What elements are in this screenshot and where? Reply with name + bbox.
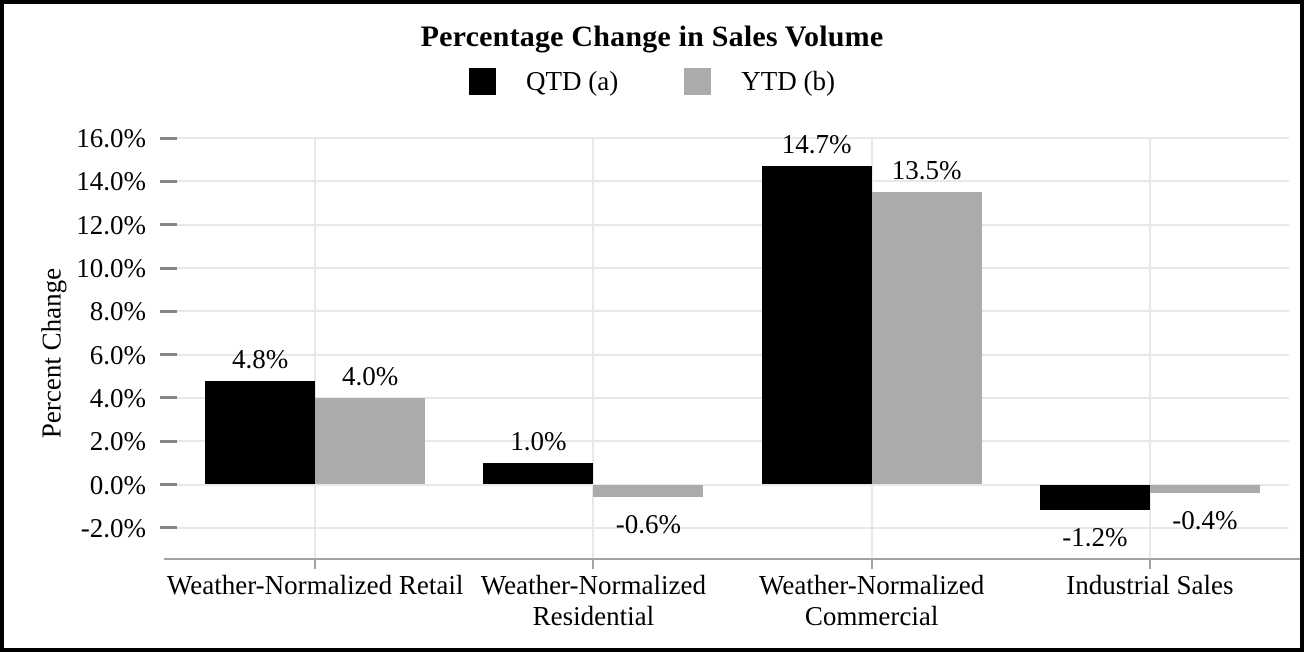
bar-ytd-category-1 — [315, 397, 426, 485]
gridline-horizontal — [176, 353, 1289, 356]
gridline-vertical — [314, 138, 317, 558]
legend-swatch-ytd-icon — [684, 68, 712, 95]
x-axis-tick — [1148, 560, 1151, 569]
y-axis-tick-label: 0.0% — [89, 469, 146, 500]
gridline-horizontal — [176, 180, 1289, 183]
bar-value-label: 4.0% — [342, 360, 399, 391]
bar-qtd-category-2 — [483, 462, 594, 485]
bar-value-label: 13.5% — [891, 155, 962, 186]
y-axis-tick — [160, 223, 177, 227]
gridline-vertical — [1148, 138, 1151, 558]
bar-value-label: 1.0% — [510, 425, 567, 456]
x-axis-tick — [870, 560, 873, 569]
x-category-label: Weather-Normalized Residential — [480, 570, 706, 631]
legend-label-ytd: YTD (b) — [741, 66, 835, 96]
gridline-vertical — [592, 138, 595, 558]
x-axis-tick — [314, 560, 317, 569]
bar-qtd-category-1 — [205, 380, 316, 485]
y-axis-tick-label: 8.0% — [89, 296, 146, 327]
y-axis-tick-label: 12.0% — [76, 209, 146, 240]
bar-value-label: 14.7% — [781, 129, 852, 160]
y-axis-tick — [160, 179, 177, 183]
legend-label-qtd: QTD (a) — [526, 66, 619, 96]
gridline-horizontal — [176, 137, 1289, 140]
gridline-horizontal — [176, 526, 1289, 529]
x-category-label: Industrial Sales — [1066, 570, 1234, 600]
y-axis-tick — [160, 439, 177, 443]
y-axis-tick-label: 16.0% — [76, 123, 146, 154]
chart-legend: QTD (a) YTD (b) — [4, 66, 1300, 97]
bar-ytd-category-2 — [593, 484, 704, 498]
y-axis-tick-label: 2.0% — [89, 426, 146, 457]
y-axis-tick — [160, 483, 177, 486]
legend-swatch-qtd-icon — [469, 68, 497, 95]
y-axis-tick — [160, 353, 177, 357]
gridline-horizontal — [176, 223, 1289, 226]
y-axis-tick-label: -2.0% — [80, 512, 146, 543]
gridline-horizontal — [176, 483, 1289, 486]
legend-item-ytd: YTD (b) — [684, 66, 835, 97]
y-axis-tick-label: 4.0% — [89, 382, 146, 413]
bar-qtd-category-3 — [761, 166, 872, 485]
gridline-horizontal — [176, 440, 1289, 443]
y-axis-tick-label: 10.0% — [76, 253, 146, 283]
x-category-label: Weather-Normalized Commercial — [759, 570, 985, 631]
y-axis-tick-label: 6.0% — [89, 339, 146, 370]
x-axis-tick — [592, 560, 595, 569]
y-axis-tick — [160, 309, 177, 313]
bar-ytd-category-4 — [1149, 484, 1260, 494]
x-category-label: Weather-Normalized Retail — [166, 570, 464, 600]
legend-item-qtd: QTD (a) — [469, 66, 618, 97]
y-axis-tick — [160, 266, 177, 270]
gridline-horizontal — [176, 310, 1289, 313]
bar-value-label: -1.2% — [1062, 522, 1128, 553]
gridline-horizontal — [176, 267, 1289, 269]
x-axis-line — [164, 558, 1300, 560]
y-axis-tick — [160, 396, 177, 400]
gridline-horizontal — [176, 396, 1289, 399]
bar-value-label: 4.8% — [232, 343, 289, 374]
bar-value-label: -0.6% — [615, 509, 681, 540]
y-axis-tick — [160, 526, 177, 530]
bar-value-label: -0.4% — [1172, 505, 1238, 536]
bar-ytd-category-3 — [871, 192, 982, 485]
y-axis-tick — [160, 136, 177, 140]
y-axis-tick-label: 14.0% — [76, 166, 146, 197]
chart-title: Percentage Change in Sales Volume — [420, 20, 884, 53]
bar-qtd-category-4 — [1039, 484, 1150, 511]
